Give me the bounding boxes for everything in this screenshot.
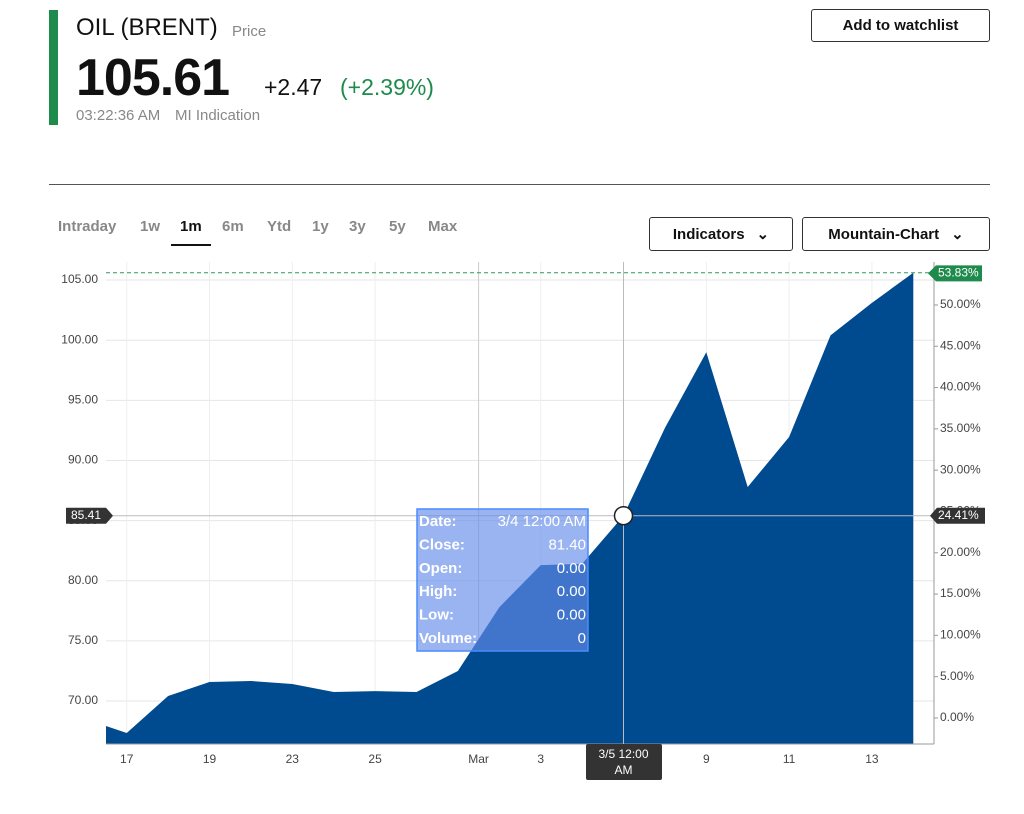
crosshair-x-label: 3/5 12:00 AM	[585, 744, 662, 780]
indicators-label: Indicators	[672, 225, 745, 243]
tooltip-value: 0.00	[557, 583, 586, 600]
accent-bar	[49, 10, 58, 125]
tab[interactable]: Max	[428, 218, 458, 235]
y2-tick-label: 20.00%	[940, 545, 981, 559]
crosshair-y-marker	[66, 507, 113, 524]
chart-style-dropdown[interactable]: Mountain-Chart ⌄	[802, 217, 990, 251]
tooltip-value: 3/4 12:00 AM	[498, 513, 586, 530]
title: OIL (BRENT)	[76, 14, 218, 41]
tooltip: Date: 3/4 12:00 AM Close: 81.40 Open: 0.00 Hig…	[416, 508, 589, 652]
last-pct-marker	[928, 265, 982, 282]
chart-style-label: Mountain-Chart	[828, 225, 940, 243]
tab[interactable]: 5y	[389, 218, 406, 235]
tab[interactable]: Ytd	[267, 218, 292, 235]
x-tick-label: Mar	[468, 752, 489, 766]
tab[interactable]: Intraday	[58, 218, 117, 235]
y2-tick-label: 50.00%	[940, 297, 981, 311]
x-tick-label: 25	[368, 752, 382, 766]
source: MI Indication	[175, 107, 261, 124]
tab[interactable]: 1w	[140, 218, 161, 235]
chevron: ⌄	[756, 226, 770, 243]
tooltip-value: 81.40	[548, 536, 586, 553]
x-tick-label: 13	[865, 752, 879, 766]
subtitle: Price	[232, 23, 267, 40]
x-tick-label: 19	[203, 752, 217, 766]
change-pct: (+2.39%)	[340, 74, 434, 100]
tooltip-key: High:	[419, 583, 457, 600]
tab[interactable]: 3y	[349, 218, 366, 235]
time: 03:22:36 AM	[76, 107, 161, 124]
y-tick-label: 80.00	[68, 573, 98, 587]
y-tick-label: 95.00	[68, 393, 98, 407]
y-tick-label: 100.00	[61, 332, 98, 346]
y-tick-label: 75.00	[68, 633, 98, 647]
y2-tick-label: 15.00%	[940, 586, 981, 600]
crosshair-y2-marker	[930, 507, 985, 524]
price: 105.61	[76, 49, 230, 107]
y2-tick-label: 35.00%	[940, 421, 981, 435]
y2-tick-label: 0.00%	[940, 710, 974, 724]
tooltip-value: 0	[578, 630, 586, 647]
tooltip-key: Volume:	[419, 630, 477, 647]
tooltip-key: Close:	[419, 536, 465, 553]
y-tick-label: 70.00	[68, 693, 98, 707]
last-pct-label: 53.83%	[938, 265, 979, 279]
tab[interactable]: 1m	[171, 218, 211, 246]
x-tick-label: 23	[286, 752, 300, 766]
watchlist-button[interactable]: Add to watchlist	[811, 9, 990, 42]
crosshair-point	[613, 505, 634, 526]
y2-tick-label: 5.00%	[940, 669, 974, 683]
tooltip-box	[416, 508, 589, 652]
y2-tick-label: 40.00%	[940, 380, 981, 394]
tooltip-key: Open:	[419, 560, 462, 577]
x-tick-label: 11	[783, 752, 796, 766]
tooltip-key: Low:	[419, 607, 454, 624]
tab[interactable]: 6m	[222, 218, 244, 235]
y2-tick-label: 45.00%	[940, 338, 981, 352]
change: +2.47	[264, 74, 323, 100]
chevron: ⌄	[951, 226, 964, 243]
y-tick-label: 90.00	[68, 453, 98, 467]
area	[106, 272, 914, 744]
crosshair-y-label: 85.41	[71, 508, 101, 522]
x-tick-label: 17	[120, 752, 134, 766]
x-tick-label: 9	[703, 752, 710, 766]
y2-tick-label: 10.00%	[940, 628, 981, 642]
y-tick-label: 105.00	[61, 272, 98, 286]
x-tick-label: 3	[537, 752, 544, 766]
tab[interactable]: 1y	[312, 218, 329, 235]
tooltip-key: Date:	[419, 513, 457, 530]
y2-tick-label: 30.00%	[940, 462, 981, 476]
tooltip-value: 0.00	[557, 607, 586, 624]
indicators-dropdown[interactable]: Indicators ⌄	[649, 217, 793, 251]
crosshair-y2-label: 24.41%	[938, 508, 979, 522]
tooltip-value: 0.00	[557, 560, 586, 577]
divider	[49, 184, 990, 185]
